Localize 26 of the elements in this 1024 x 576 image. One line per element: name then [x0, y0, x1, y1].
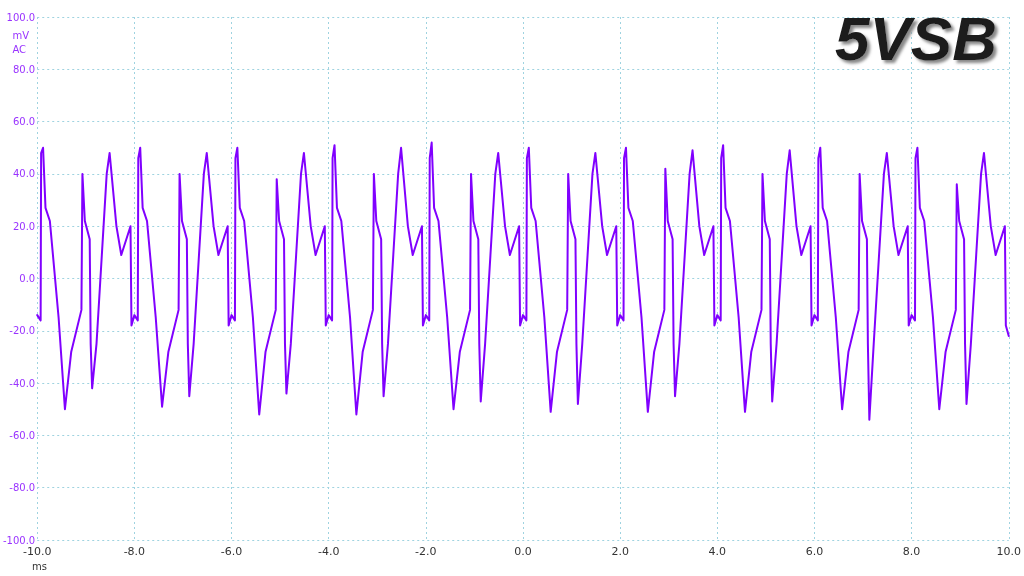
y-tick-label: 60.0	[12, 116, 36, 128]
y-tick-label: -20.0	[9, 325, 36, 337]
x-tick-label: 8.0	[902, 545, 921, 558]
x-tick-label: -8.0	[123, 545, 146, 558]
x-tick-label: 2.0	[611, 545, 629, 558]
y-tick-label: -80.0	[9, 482, 36, 494]
x-axis-title: ms	[32, 560, 47, 572]
x-tick-label: 6.0	[805, 545, 824, 558]
x-tick-label: -2.0	[415, 545, 437, 558]
y-tick-label: 100.0	[6, 11, 36, 23]
line-series	[36, 141, 1010, 421]
x-tick-label: -6.0	[220, 545, 243, 558]
y-tick-label: -100.0	[2, 534, 36, 546]
chart-title: 5VSB	[835, 3, 998, 73]
y-tick-label: 0.0	[19, 273, 36, 284]
x-tick-label: 0.0	[514, 545, 532, 558]
x-tick-label: -4.0	[317, 545, 340, 558]
y-tick-label: -60.0	[9, 429, 36, 441]
y-tick-label: 80.0	[12, 63, 36, 75]
y-tick-label: -40.0	[9, 377, 36, 389]
y-tick-label: 40.0	[12, 168, 36, 180]
y-tick-label: 20.0	[12, 220, 36, 232]
x-tick-label: 4.0	[708, 545, 727, 558]
x-tick-label: 10.0	[996, 545, 1021, 558]
y-axis-title: mV AC	[12, 29, 30, 55]
x-tick-label: -10.0	[23, 545, 52, 558]
